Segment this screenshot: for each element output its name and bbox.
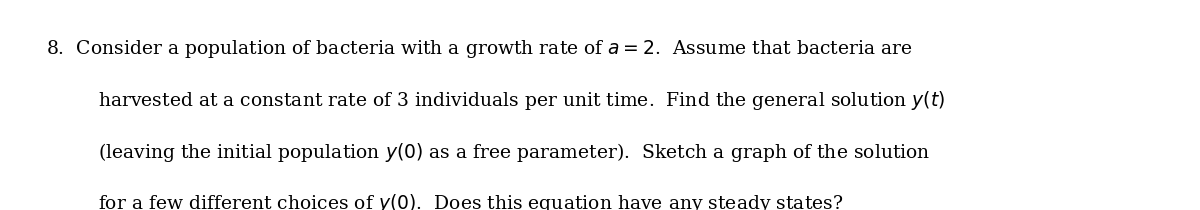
- Text: 8.  Consider a population of bacteria with a growth rate of $a = 2$.  Assume tha: 8. Consider a population of bacteria wit…: [46, 38, 912, 60]
- Text: for a few different choices of $y(0)$.  Does this equation have any steady state: for a few different choices of $y(0)$. D…: [98, 192, 844, 210]
- Text: (leaving the initial population $y(0)$ as a free parameter).  Sketch a graph of : (leaving the initial population $y(0)$ a…: [98, 141, 931, 164]
- Text: harvested at a constant rate of 3 individuals per unit time.  Find the general s: harvested at a constant rate of 3 indivi…: [98, 89, 946, 112]
